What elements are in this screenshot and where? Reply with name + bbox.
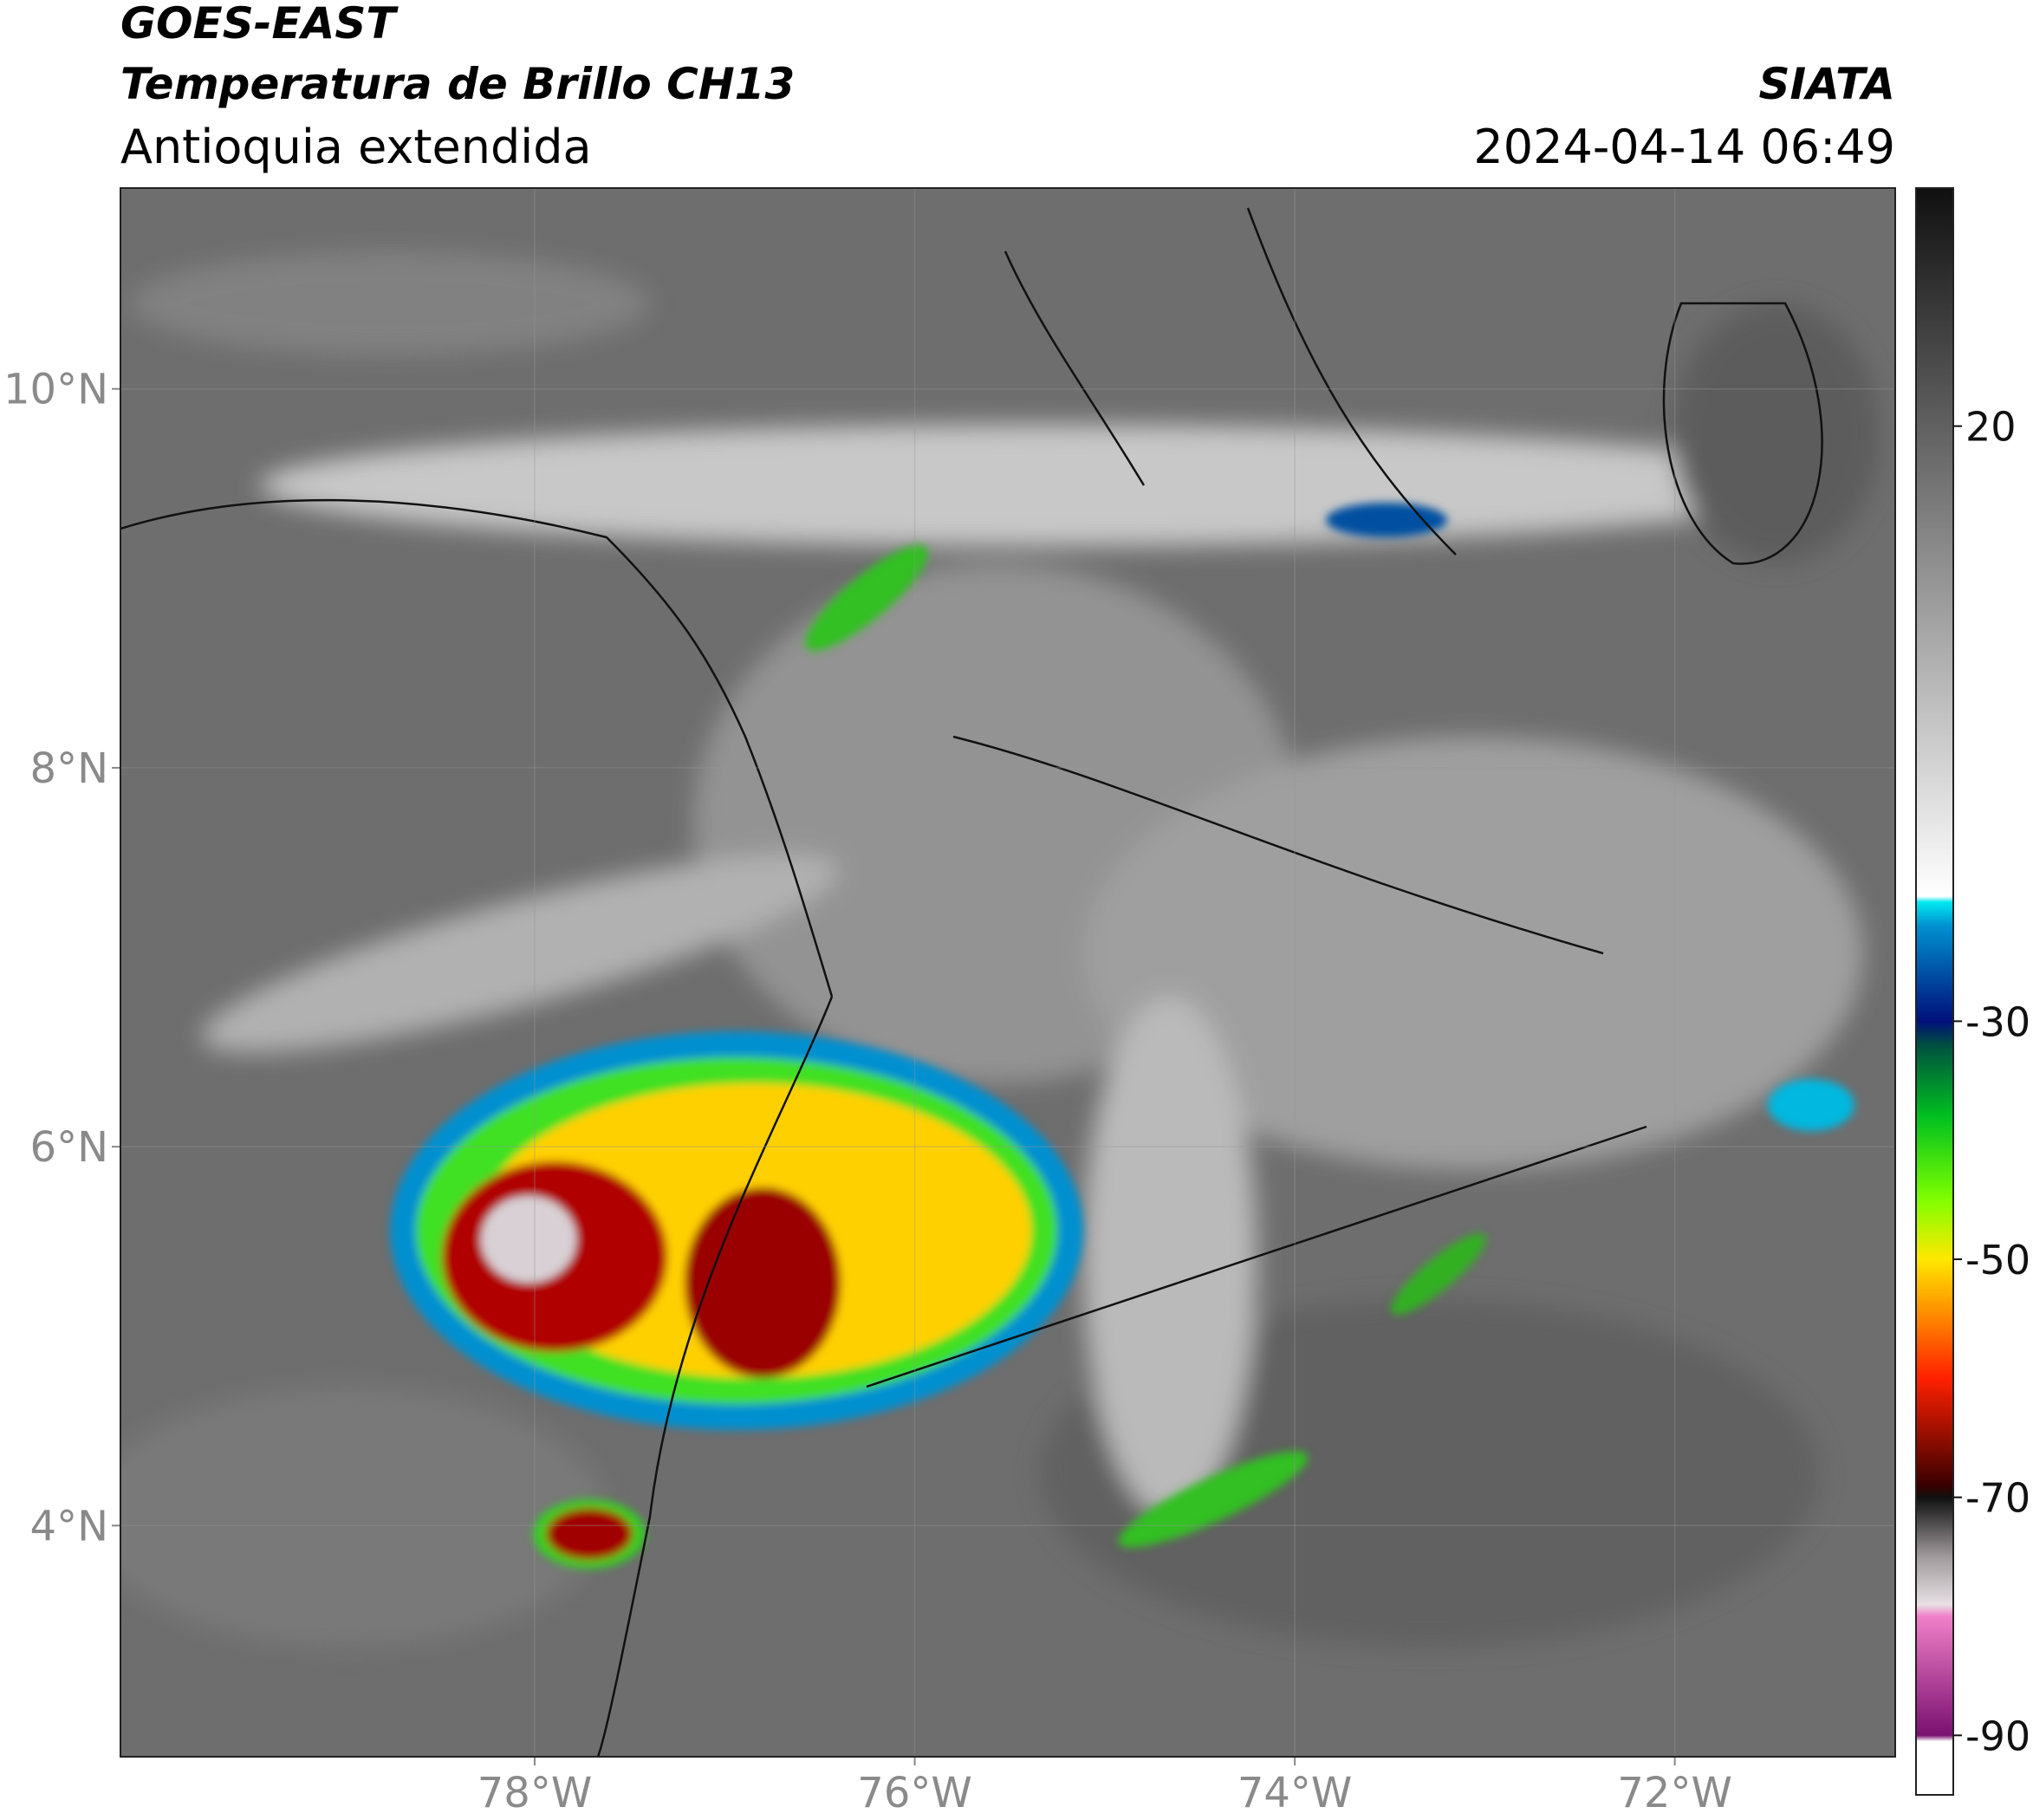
colorbar-tick-label: -70	[1965, 1475, 2030, 1522]
y-tick-label: 4°N	[30, 1502, 108, 1550]
x-tick-label: 78°W	[477, 1769, 593, 1817]
title-line2: Temperatura de Brillo CH13	[120, 59, 795, 109]
x-tick-label: 74°W	[1237, 1769, 1353, 1817]
colorbar-tick-label: 20	[1965, 404, 2017, 451]
colorbar-tick-label: -50	[1965, 1237, 2030, 1284]
map-frame	[120, 187, 1896, 1758]
colorbar-tick-label: -30	[1965, 998, 2030, 1045]
title-line1: GOES-EAST	[120, 0, 399, 49]
x-tick-label: 72°W	[1617, 1769, 1732, 1817]
y-tick-label: 10°N	[3, 366, 108, 414]
datetime: 2024-04-14 06:49	[1473, 120, 1895, 174]
colorbar	[1915, 187, 1954, 1796]
y-tick-label: 6°N	[30, 1123, 108, 1172]
y-tick-label: 8°N	[30, 744, 108, 793]
subtitle: Antioquia extendida	[120, 120, 592, 174]
source: SIATA	[1759, 59, 1895, 109]
x-tick-label: 76°W	[857, 1769, 972, 1817]
colorbar-tick-label: -90	[1965, 1713, 2030, 1759]
satellite-image	[120, 188, 1895, 1757]
